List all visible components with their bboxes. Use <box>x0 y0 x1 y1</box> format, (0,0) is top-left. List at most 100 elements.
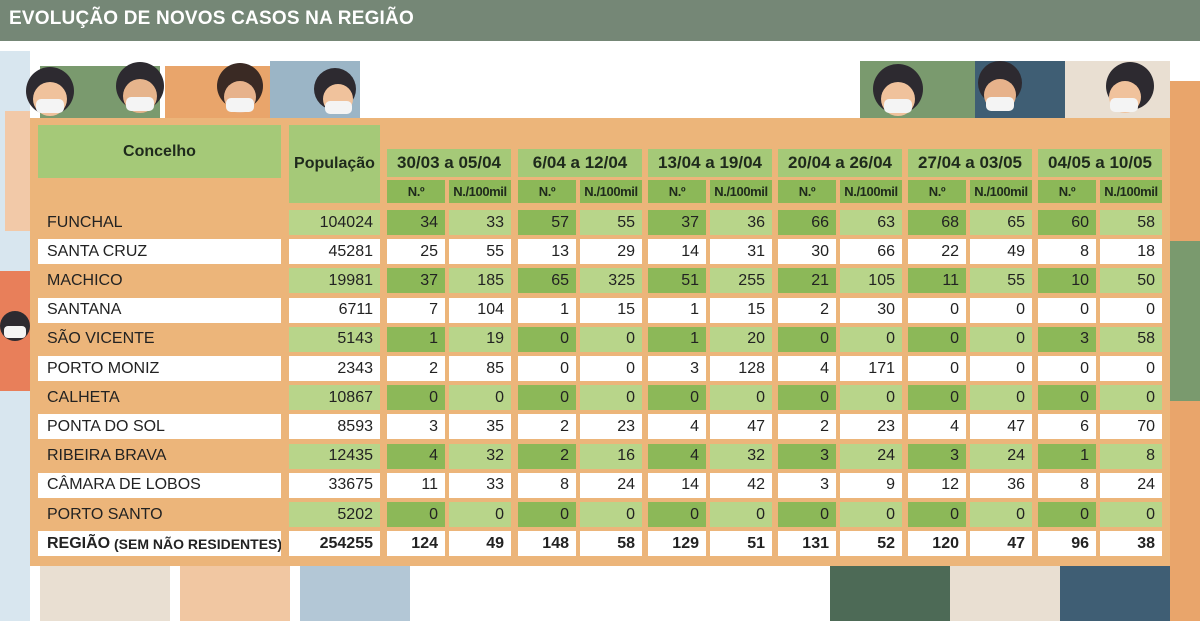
table-cell-rate: 36 <box>710 210 772 235</box>
header-sub-n: N.º <box>908 180 966 203</box>
table-cell-rate: 255 <box>710 268 772 294</box>
table-cell-rate: 47 <box>710 414 772 440</box>
table-row-name: CALHETA <box>38 385 281 411</box>
table-row-population: 19981 <box>289 268 380 294</box>
table-cell-rate: 18 <box>1100 239 1162 265</box>
table-total-rate: 49 <box>449 531 511 557</box>
table-row-population: 12435 <box>289 443 380 469</box>
table-cell-rate: 24 <box>580 472 642 498</box>
table-cell-count: 0 <box>1038 356 1096 381</box>
table-cell-rate: 0 <box>1100 356 1162 381</box>
table-cell-rate: 32 <box>710 443 772 469</box>
table-row-name: CÂMARA DE LOBOS <box>38 472 281 498</box>
table-total-count: 120 <box>908 531 966 557</box>
table-cell-count: 2 <box>518 414 576 440</box>
table-row-population: 104024 <box>289 210 380 235</box>
table-total-count: 96 <box>1038 531 1096 557</box>
table-cell-count: 3 <box>778 443 836 469</box>
table-cell-rate: 20 <box>710 326 772 352</box>
table-row-population: 2343 <box>289 356 380 381</box>
table-cell-count: 3 <box>908 443 966 469</box>
table-cell-rate: 9 <box>840 472 902 498</box>
header-period: 6/04 a 12/04 <box>518 149 642 177</box>
table-row-population: 5143 <box>289 326 380 352</box>
table-cell-rate: 0 <box>840 502 902 527</box>
table-cell-rate: 33 <box>449 472 511 498</box>
table-cell-rate: 29 <box>580 239 642 265</box>
table-cell-count: 22 <box>908 239 966 265</box>
table-cell-count: 8 <box>1038 472 1096 498</box>
table-row-name: PONTA DO SOL <box>38 414 281 440</box>
table-cell-count: 0 <box>908 385 966 411</box>
table-cell-count: 11 <box>908 268 966 294</box>
table-cell-rate: 105 <box>840 268 902 294</box>
table-cell-count: 0 <box>908 326 966 352</box>
table-cell-rate: 85 <box>449 356 511 381</box>
table-cell-count: 0 <box>387 385 445 411</box>
table-cell-count: 0 <box>778 326 836 352</box>
table-cell-count: 0 <box>518 326 576 352</box>
table-cell-count: 0 <box>518 356 576 381</box>
table-cell-count: 0 <box>1038 502 1096 527</box>
table-total-rate: 51 <box>710 531 772 557</box>
header-sub-rate: N./100mil <box>840 180 902 203</box>
table-row-population: 10867 <box>289 385 380 411</box>
table-cell-rate: 19 <box>449 326 511 352</box>
table-cell-rate: 49 <box>970 239 1032 265</box>
table-cell-rate: 23 <box>840 414 902 440</box>
table-total-count: 148 <box>518 531 576 557</box>
table-row-name: SANTA CRUZ <box>38 239 281 265</box>
table-cell-count: 14 <box>648 472 706 498</box>
header-sub-rate: N./100mil <box>1100 180 1162 203</box>
table-total-rate: 38 <box>1100 531 1162 557</box>
table-row-name: MACHICO <box>38 268 281 294</box>
table-cell-count: 8 <box>1038 239 1096 265</box>
table-row-population: 33675 <box>289 472 380 498</box>
table-cell-rate: 0 <box>580 326 642 352</box>
table-cell-rate: 24 <box>840 443 902 469</box>
table-cell-count: 2 <box>778 414 836 440</box>
header-sub-rate: N./100mil <box>710 180 772 203</box>
table-cell-rate: 36 <box>970 472 1032 498</box>
header-sub-rate: N./100mil <box>580 180 642 203</box>
table-cell-rate: 0 <box>580 385 642 411</box>
table-cell-rate: 0 <box>970 356 1032 381</box>
table-cell-rate: 35 <box>449 414 511 440</box>
table-cell-rate: 47 <box>970 414 1032 440</box>
table-cell-rate: 0 <box>970 385 1032 411</box>
table-cell-count: 0 <box>778 385 836 411</box>
table-cell-rate: 31 <box>710 239 772 265</box>
table-cell-rate: 58 <box>1100 210 1162 235</box>
table-cell-count: 0 <box>648 502 706 527</box>
table-cell-count: 4 <box>908 414 966 440</box>
table-cell-rate: 58 <box>1100 326 1162 352</box>
table-total-count: 131 <box>778 531 836 557</box>
header-period: 04/05 a 10/05 <box>1038 149 1162 177</box>
table-cell-count: 13 <box>518 239 576 265</box>
table-cell-count: 0 <box>648 385 706 411</box>
table-cell-count: 60 <box>1038 210 1096 235</box>
table-cell-count: 7 <box>387 297 445 323</box>
table-cell-rate: 8 <box>1100 443 1162 469</box>
table-cell-rate: 0 <box>970 297 1032 323</box>
header-sub-n: N.º <box>1038 180 1096 203</box>
header-period: 13/04 a 19/04 <box>648 149 772 177</box>
table-cell-rate: 15 <box>580 297 642 323</box>
table-cell-rate: 0 <box>710 385 772 411</box>
table-cell-rate: 65 <box>970 210 1032 235</box>
table-cell-count: 0 <box>908 502 966 527</box>
table-cell-count: 14 <box>648 239 706 265</box>
table-row-population: 6711 <box>289 297 380 323</box>
table-cell-rate: 0 <box>580 502 642 527</box>
table-cell-rate: 33 <box>449 210 511 235</box>
table-cell-rate: 23 <box>580 414 642 440</box>
header-sub-n: N.º <box>518 180 576 203</box>
table-cell-rate: 0 <box>840 385 902 411</box>
table-cell-rate: 0 <box>710 502 772 527</box>
table-cell-count: 34 <box>387 210 445 235</box>
table-cell-count: 1 <box>648 326 706 352</box>
table-cell-rate: 0 <box>970 326 1032 352</box>
table-row-name: PORTO SANTO <box>38 502 281 527</box>
table-cell-rate: 55 <box>970 268 1032 294</box>
header-sub-n: N.º <box>778 180 836 203</box>
